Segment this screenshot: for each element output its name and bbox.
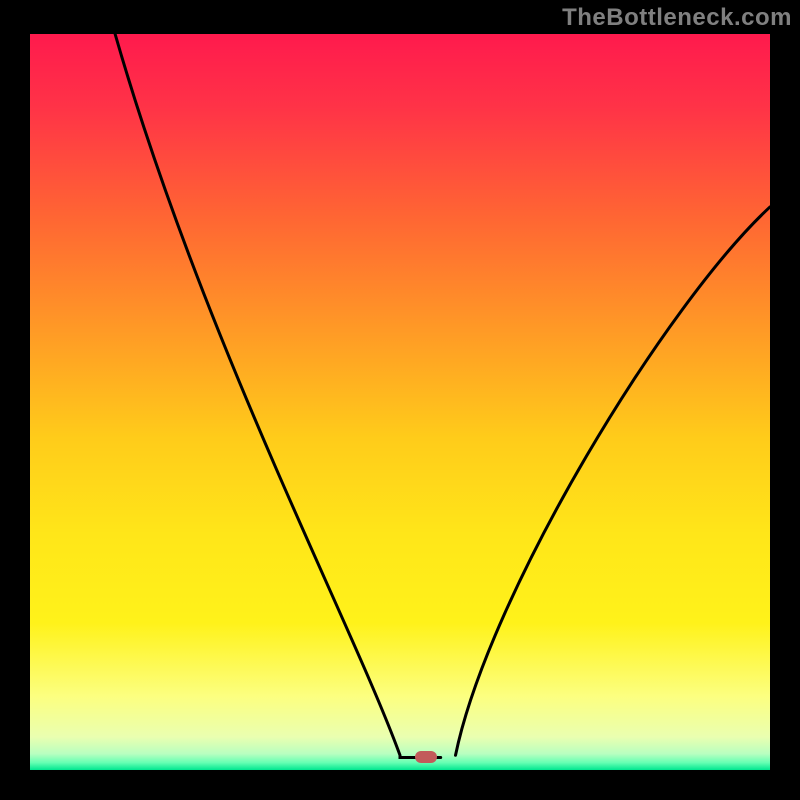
bottleneck-curve (30, 34, 770, 770)
plot-area (30, 34, 770, 770)
optimum-marker (415, 751, 437, 763)
watermark-text: TheBottleneck.com (562, 4, 792, 32)
curve-path (115, 34, 770, 757)
chart-stage: TheBottleneck.com (0, 0, 800, 800)
